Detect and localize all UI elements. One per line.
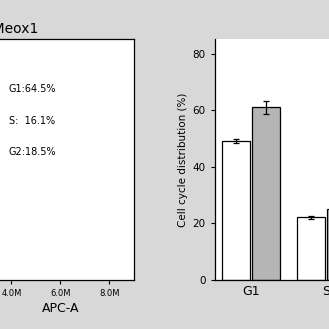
Bar	[221, 141, 250, 280]
Text: G1:64.5%: G1:64.5%	[9, 84, 56, 94]
Y-axis label: Cell cycle distribution (%): Cell cycle distribution (%)	[179, 92, 189, 227]
Bar	[327, 209, 329, 280]
Bar	[252, 107, 280, 280]
Text: S:  16.1%: S: 16.1%	[9, 115, 55, 126]
Bar	[297, 217, 325, 280]
Text: 2-Meox1: 2-Meox1	[0, 21, 39, 36]
Text: G2:18.5%: G2:18.5%	[9, 147, 57, 157]
X-axis label: APC-A: APC-A	[42, 302, 79, 315]
